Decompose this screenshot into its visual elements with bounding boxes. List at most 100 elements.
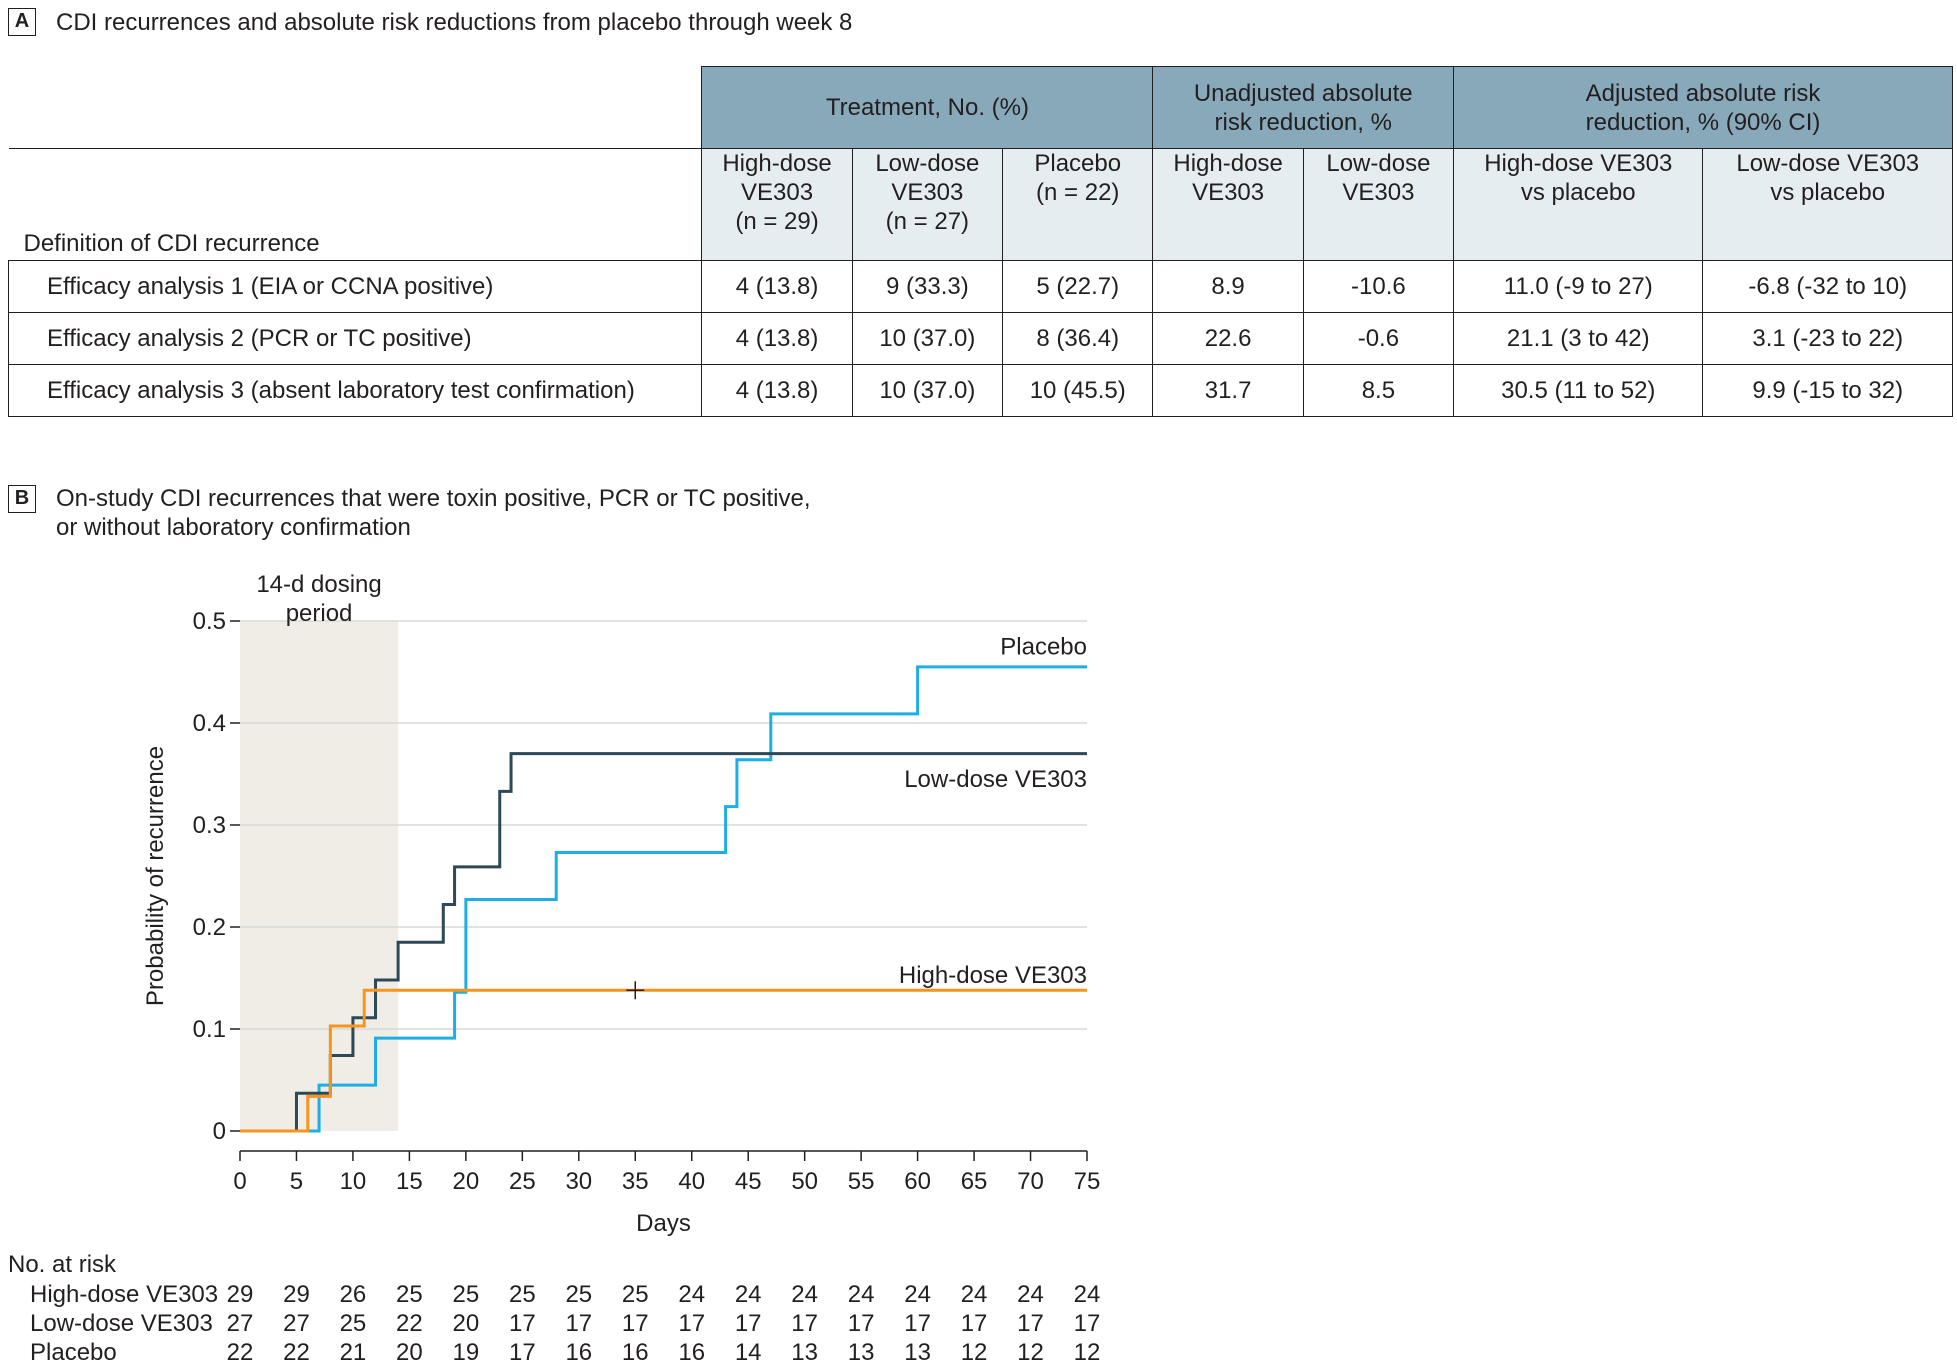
x-tick-label: 45 [735, 1168, 762, 1195]
dosing-period-label: period [286, 600, 353, 627]
x-tick-label: 55 [848, 1168, 875, 1195]
header-definition: Definition of CDI recurrence [8, 148, 703, 261]
x-tick-label: 35 [622, 1168, 649, 1195]
header-blank [8, 66, 702, 149]
x-tick-label: 65 [961, 1168, 988, 1195]
x-tick-label: 10 [340, 1168, 367, 1195]
table-cell: 10 (37.0) [851, 312, 1004, 365]
risk-value: 29 [283, 1281, 310, 1308]
results-table: Treatment, No. (%) Unadjusted absolute r… [7, 66, 1953, 417]
x-tick-label: 5 [290, 1168, 303, 1195]
table-cell: 8.5 [1302, 364, 1455, 417]
table-cell: 5 (22.7) [1001, 260, 1154, 313]
table-row: Efficacy analysis 2 (PCR or TC positive)… [7, 312, 1953, 365]
risk-value: 25 [621, 1281, 649, 1308]
risk-row-label: High-dose VE303 [30, 1281, 219, 1308]
risk-value: 24 [791, 1281, 818, 1308]
y-tick-label: 0 [213, 1118, 226, 1145]
subheader-placebo-n: Placebo (n = 22) [1001, 148, 1154, 261]
y-axis-title: Probability of recurrence [142, 746, 169, 1006]
row-label: Efficacy analysis 1 (EIA or CCNA positiv… [7, 260, 703, 313]
risk-row-label: Placebo [30, 1339, 117, 1366]
x-tick-label: 50 [791, 1168, 818, 1195]
table-cell: 11.0 (-9 to 27) [1453, 260, 1704, 313]
table-cell: 3.1 (-23 to 22) [1702, 312, 1953, 365]
x-tick-label: 20 [453, 1168, 480, 1195]
y-tick-label: 0.4 [193, 710, 226, 737]
risk-value: 17 [847, 1310, 875, 1337]
risk-value: 25 [508, 1281, 536, 1308]
table-cell: 4 (13.8) [701, 260, 853, 313]
risk-value: 14 [734, 1339, 762, 1366]
subheader-adj-high: High-dose VE303 vs placebo [1453, 148, 1704, 261]
header-treatment: Treatment, No. (%) [701, 66, 1154, 149]
grid-layer [240, 620, 1087, 1030]
risk-table-title: No. at risk [8, 1251, 117, 1278]
table-cell: 21.1 (3 to 42) [1453, 312, 1704, 365]
risk-value: 16 [678, 1339, 706, 1366]
panel-a-label: A [8, 8, 36, 36]
risk-row-label: Low-dose VE303 [30, 1310, 213, 1337]
panel-a-title: CDI recurrences and absolute risk reduct… [56, 9, 853, 36]
x-tick-label: 30 [565, 1168, 592, 1195]
risk-value: 24 [1073, 1281, 1101, 1308]
risk-value: 24 [847, 1281, 875, 1308]
table-cell: -10.6 [1302, 260, 1455, 313]
x-axis-title: Days [636, 1210, 691, 1237]
series-label-low-dose-ve303: Low-dose VE303 [904, 766, 1087, 793]
risk-value: 17 [508, 1339, 536, 1366]
table-cell: 9 (33.3) [851, 260, 1004, 313]
y-tick-label: 0.5 [193, 608, 226, 635]
table-row: Efficacy analysis 1 (EIA or CCNA positiv… [7, 260, 1953, 313]
risk-value: 13 [847, 1339, 875, 1366]
risk-value: 17 [1017, 1310, 1044, 1337]
risk-value: 17 [960, 1310, 988, 1337]
table-cell: 4 (13.8) [701, 312, 853, 365]
panel-b-label: B [8, 485, 36, 513]
risk-value: 24 [678, 1281, 706, 1308]
risk-value: 13 [791, 1339, 818, 1366]
risk-value: 17 [621, 1310, 649, 1337]
y-tick-label: 0.1 [193, 1016, 226, 1043]
risk-value: 13 [904, 1339, 931, 1366]
risk-value: 25 [339, 1310, 367, 1337]
x-tick-label: 25 [509, 1168, 536, 1195]
risk-value: 17 [904, 1310, 931, 1337]
table-cell: 4 (13.8) [701, 364, 853, 417]
risk-value: 22 [226, 1339, 254, 1366]
risk-value: 21 [339, 1339, 367, 1366]
subheader-high-dose-n: High-dose VE303 (n = 29) [701, 148, 853, 261]
risk-value: 27 [226, 1310, 254, 1337]
risk-value: 24 [904, 1281, 931, 1308]
table-cell: 10 (37.0) [851, 364, 1004, 417]
risk-value: 17 [1073, 1310, 1101, 1337]
risk-value: 22 [283, 1339, 310, 1366]
y-tick-label: 0.2 [193, 914, 226, 941]
dosing-period-label: 14-d dosing [256, 571, 381, 598]
axis-layer [230, 620, 1088, 1161]
risk-value: 25 [452, 1281, 480, 1308]
subheader-unadj-low: Low-dose VE303 [1302, 148, 1455, 261]
series-label-high-dose-ve303: High-dose VE303 [899, 962, 1087, 989]
risk-value: 27 [283, 1310, 310, 1337]
risk-value: 12 [1073, 1339, 1101, 1366]
risk-value: 24 [1017, 1281, 1044, 1308]
subheader-low-dose-n: Low-dose VE303 (n = 27) [851, 148, 1004, 261]
panel-b-title: On-study CDI recurrences that were toxin… [56, 485, 811, 541]
risk-value: 17 [791, 1310, 818, 1337]
table-cell: 31.7 [1152, 364, 1304, 417]
series-line-placebo [240, 665, 1087, 1133]
table-cell: 8.9 [1152, 260, 1304, 313]
series-line-high-dose-ve303 [240, 988, 1087, 1133]
x-tick-label: 40 [678, 1168, 705, 1195]
table-cell: -0.6 [1302, 312, 1455, 365]
subheader-adj-low: Low-dose VE303 vs placebo [1702, 148, 1953, 261]
table-cell: 9.9 (-15 to 32) [1702, 364, 1953, 417]
x-tick-label: 0 [233, 1168, 246, 1195]
risk-value: 12 [1017, 1339, 1044, 1366]
table-row: Efficacy analysis 3 (absent laboratory t… [7, 364, 1953, 417]
risk-value: 24 [960, 1281, 988, 1308]
series-layer [240, 665, 1087, 1133]
